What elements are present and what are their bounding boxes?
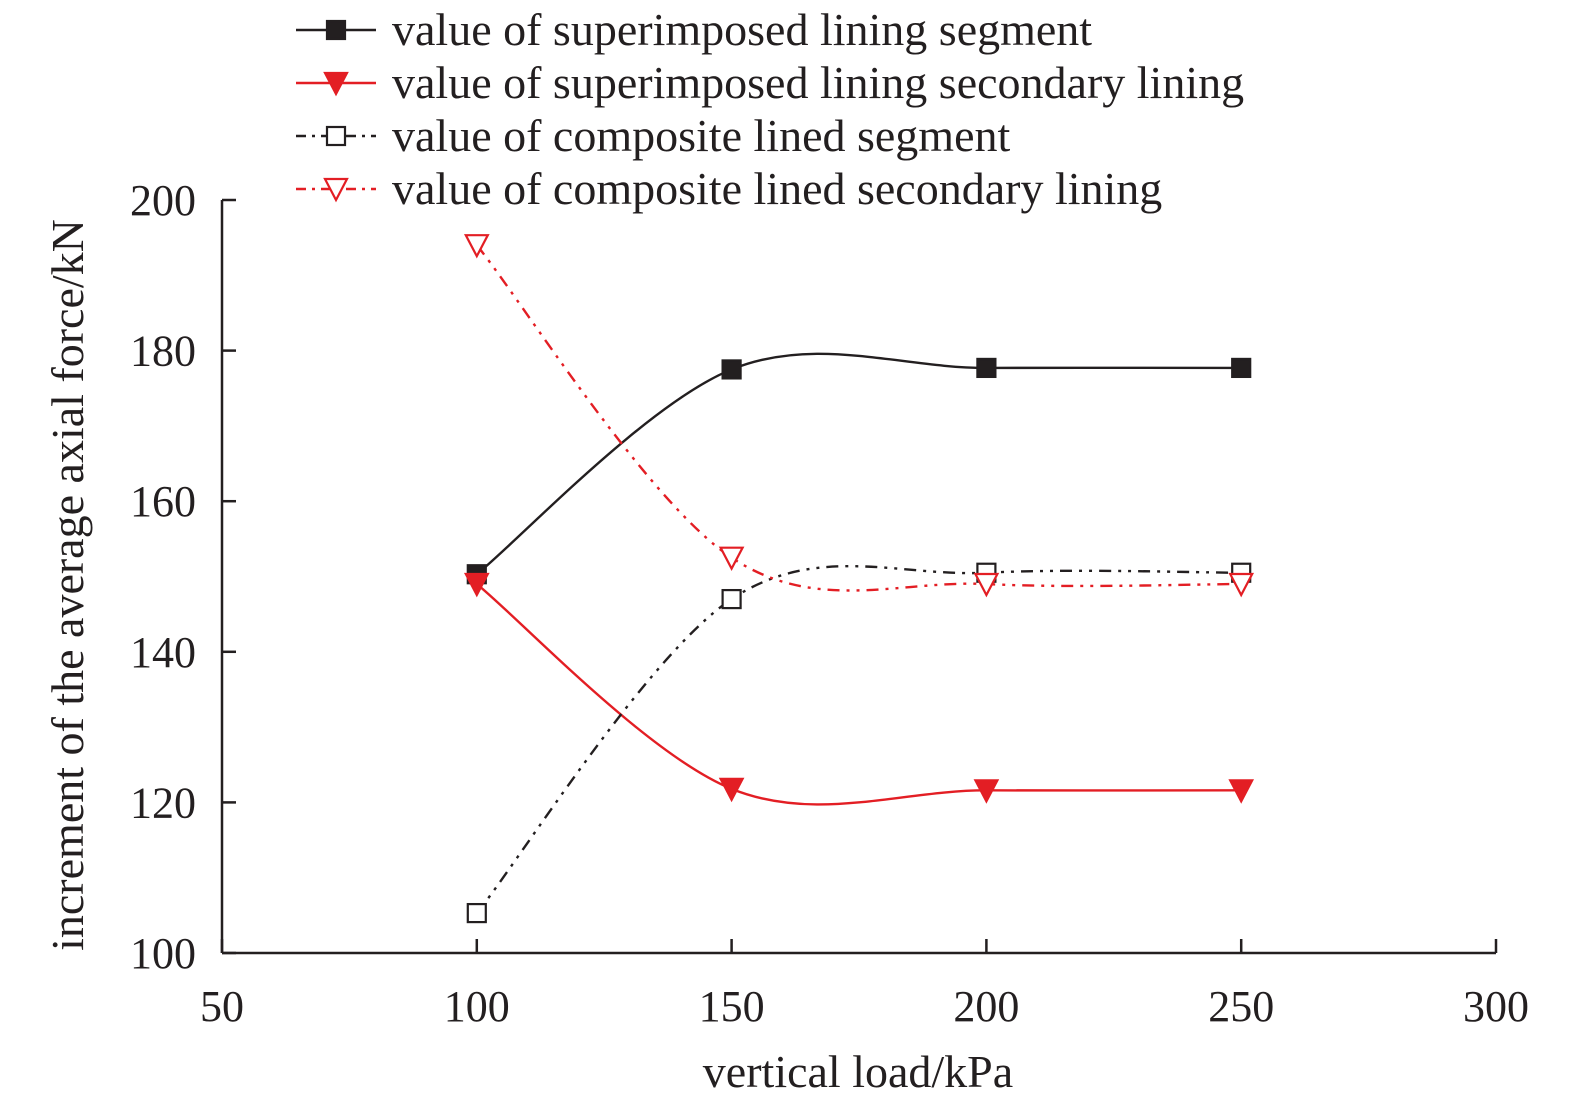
legend-item-3: value of composite lined segment: [296, 110, 1011, 161]
y-tick-label: 180: [130, 327, 196, 376]
data-point: [1228, 572, 1255, 598]
data-point: [718, 777, 745, 803]
series-3: [466, 562, 1252, 924]
x-tick-label: 50: [200, 982, 244, 1031]
y-tick-label: 140: [130, 628, 196, 677]
legend-swatch-marker: [323, 177, 349, 203]
series-layer: [463, 234, 1255, 924]
legend-label: value of composite lined secondary linin…: [392, 163, 1162, 214]
y-tick-label: 200: [130, 176, 196, 225]
x-tick-label: 200: [953, 982, 1019, 1031]
legend-label: value of superimposed lining segment: [392, 4, 1092, 55]
series-line: [476, 352, 1242, 576]
series-line: [476, 583, 1242, 806]
data-point: [721, 359, 742, 380]
legend-label: value of superimposed lining secondary l…: [392, 57, 1244, 108]
data-point: [976, 357, 997, 379]
legend-swatch-marker: [325, 125, 347, 147]
data-point: [1228, 779, 1255, 804]
legend-item-1: value of superimposed lining segment: [296, 4, 1092, 55]
x-tick-label: 100: [444, 982, 510, 1031]
legend-swatch-marker: [325, 19, 347, 41]
y-tick-label: 100: [130, 929, 196, 978]
x-tick-label: 250: [1208, 982, 1274, 1031]
series-4: [463, 234, 1255, 598]
x-tick-label: 150: [699, 982, 765, 1031]
data-point: [973, 779, 1000, 804]
y-tick-label: 160: [130, 477, 196, 526]
data-point: [463, 572, 490, 598]
series-line: [475, 244, 1242, 592]
y-tick-label: 120: [130, 778, 196, 827]
series-2: [463, 572, 1255, 806]
data-point: [463, 234, 490, 259]
series-line: [475, 564, 1242, 914]
legend-item-2: value of superimposed lining secondary l…: [296, 57, 1244, 108]
data-point: [1231, 357, 1252, 379]
y-axis-title: increment of the average axial force/kN: [42, 219, 93, 951]
legend: value of superimposed lining segmentvalu…: [296, 4, 1244, 214]
series-1: [466, 352, 1252, 585]
data-point: [721, 588, 742, 610]
x-tick-label: 300: [1463, 982, 1529, 1031]
x-axis-title: vertical load/kPa: [703, 1046, 1013, 1097]
data-point: [973, 572, 1000, 598]
legend-swatch-marker: [323, 71, 349, 97]
data-point: [466, 902, 487, 924]
legend-item-4: value of composite lined secondary linin…: [296, 163, 1162, 214]
data-point: [718, 546, 745, 572]
legend-label: value of composite lined segment: [392, 110, 1011, 161]
